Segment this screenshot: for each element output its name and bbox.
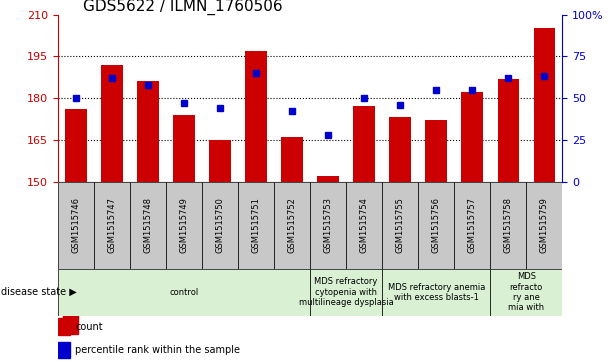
Bar bbox=[310, 269, 382, 316]
Bar bbox=[166, 182, 202, 269]
Text: MDS refractory anemia
with excess blasts-1: MDS refractory anemia with excess blasts… bbox=[387, 282, 485, 302]
Bar bbox=[461, 93, 483, 182]
Text: GDS5622 / ILMN_1760506: GDS5622 / ILMN_1760506 bbox=[83, 0, 283, 15]
Text: MDS refractory
cytopenia with
multilineage dysplasia: MDS refractory cytopenia with multilinea… bbox=[299, 277, 393, 307]
Text: GSM1515748: GSM1515748 bbox=[143, 197, 153, 253]
Text: GSM1515757: GSM1515757 bbox=[468, 197, 477, 253]
Bar bbox=[497, 78, 519, 182]
Bar bbox=[58, 269, 310, 316]
Bar bbox=[58, 342, 71, 358]
Bar bbox=[58, 318, 71, 335]
Text: MDS
refracto
ry ane
mia with: MDS refracto ry ane mia with bbox=[508, 272, 544, 312]
Bar bbox=[94, 182, 130, 269]
Bar bbox=[490, 269, 562, 316]
Text: GSM1515750: GSM1515750 bbox=[215, 197, 224, 253]
Bar bbox=[317, 176, 339, 182]
Text: GSM1515756: GSM1515756 bbox=[432, 197, 441, 253]
Text: GSM1515746: GSM1515746 bbox=[71, 197, 80, 253]
Text: GSM1515751: GSM1515751 bbox=[252, 197, 260, 253]
Bar bbox=[534, 28, 555, 182]
Bar bbox=[58, 182, 94, 269]
Bar bbox=[310, 182, 346, 269]
Text: GSM1515754: GSM1515754 bbox=[360, 197, 368, 253]
Bar bbox=[137, 81, 159, 182]
Bar bbox=[389, 118, 411, 182]
Text: GSM1515747: GSM1515747 bbox=[108, 197, 116, 253]
Bar bbox=[454, 182, 490, 269]
Text: disease state ▶: disease state ▶ bbox=[1, 287, 77, 297]
Bar bbox=[353, 106, 375, 182]
Text: GSM1515753: GSM1515753 bbox=[323, 197, 333, 253]
Bar bbox=[130, 182, 166, 269]
Text: GSM1515749: GSM1515749 bbox=[179, 197, 188, 253]
Bar bbox=[101, 65, 123, 182]
Text: count: count bbox=[75, 322, 103, 332]
Bar bbox=[490, 182, 527, 269]
Bar bbox=[527, 182, 562, 269]
Bar bbox=[274, 182, 310, 269]
Text: GSM1515758: GSM1515758 bbox=[504, 197, 513, 253]
Bar bbox=[346, 182, 382, 269]
Bar bbox=[382, 182, 418, 269]
Bar bbox=[426, 120, 447, 182]
Bar bbox=[63, 249, 78, 334]
Text: GSM1515752: GSM1515752 bbox=[288, 197, 297, 253]
Bar bbox=[245, 51, 267, 182]
Bar bbox=[173, 115, 195, 182]
Bar bbox=[418, 182, 454, 269]
Text: percentile rank within the sample: percentile rank within the sample bbox=[75, 345, 240, 355]
Bar bbox=[202, 182, 238, 269]
Bar bbox=[65, 109, 86, 182]
Bar bbox=[382, 269, 490, 316]
Bar bbox=[238, 182, 274, 269]
Text: GSM1515759: GSM1515759 bbox=[540, 197, 549, 253]
Bar bbox=[209, 140, 231, 182]
Text: GSM1515755: GSM1515755 bbox=[396, 197, 405, 253]
Text: control: control bbox=[169, 288, 199, 297]
Bar bbox=[282, 137, 303, 182]
